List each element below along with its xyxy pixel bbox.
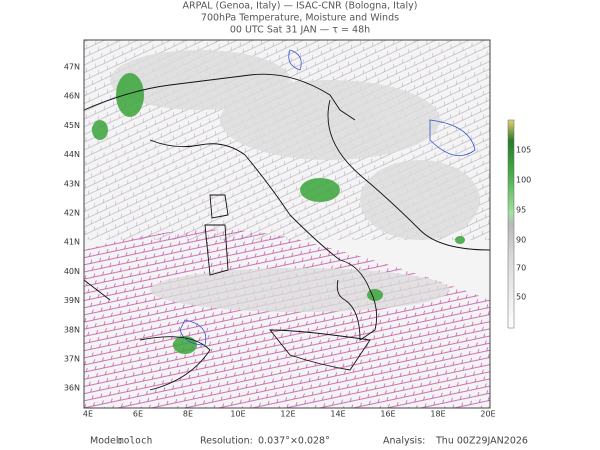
lat-label: 47N (64, 63, 80, 72)
lon-label: 14E (330, 410, 345, 419)
lat-label: 38N (64, 325, 80, 334)
title-line: 00 UTC Sat 31 JAN — τ = 48h (230, 25, 370, 36)
footer-label: Resolution: (200, 436, 253, 447)
coastlines (83, 73, 491, 391)
map-frame (83, 39, 491, 409)
colorbar-label: 100 (516, 176, 531, 185)
map-area: 47N 46N 45N 44N 43N 42N 41N 40N 39N 38N 37N 36N 4E 6… (64, 39, 496, 419)
moisture-areas (92, 73, 465, 354)
lat-label: 43N (64, 179, 80, 188)
cloud-cover (110, 50, 480, 312)
lat-label: 39N (64, 296, 80, 305)
lat-label: 46N (64, 92, 80, 101)
footer: Model:moloch Resolution: 0.037°×0.028° Anal… (90, 436, 528, 447)
lon-label: 16E (380, 410, 395, 419)
lon-label: 20E (480, 410, 495, 419)
temperature-contours (179, 49, 476, 346)
footer-value: Thu 00Z29JAN2026 (435, 436, 528, 447)
lon-label: 10E (230, 410, 245, 419)
colorbar-label: 105 (516, 146, 531, 155)
title-line: 700hPa Temperature, Moisture and Winds (201, 13, 399, 24)
colorbar-scale (507, 119, 515, 329)
lon-label: 8E (183, 410, 193, 419)
footer-value: moloch (118, 436, 152, 447)
colorbar: 105 100 95 90 70 50 (507, 119, 531, 329)
lon-label: 18E (430, 410, 445, 419)
colorbar-label: 50 (516, 293, 526, 302)
lat-label: 37N (64, 355, 80, 364)
lat-label: 45N (64, 121, 80, 130)
lat-label: 40N (64, 267, 80, 276)
lon-labels: 4E 6E 8E 10E 12E 14E 16E 18E 20E (83, 410, 496, 419)
colorbar-label: 90 (516, 236, 526, 245)
lat-labels: 47N 46N 45N 44N 43N 42N 41N 40N 39N 38N 37N 36N (64, 63, 80, 393)
header: ARPAL (Genoa, Italy) — ISAC-CNR (Bologna… (183, 1, 418, 36)
colorbar-label: 95 (516, 206, 526, 215)
lon-label: 12E (280, 410, 295, 419)
footer-label: Analysis: (383, 436, 425, 447)
title-line: ARPAL (Genoa, Italy) — ISAC-CNR (Bologna… (183, 1, 418, 12)
lon-label: 6E (133, 410, 143, 419)
colorbar-labels: 105 100 95 90 70 50 (516, 146, 531, 302)
lon-label: 4E (83, 410, 93, 419)
lat-label: 41N (64, 238, 80, 247)
lat-label: 36N (64, 384, 80, 393)
footer-label: Model: (90, 436, 122, 447)
lat-label: 42N (64, 209, 80, 218)
colorbar-label: 70 (516, 264, 526, 273)
lat-label: 44N (64, 150, 80, 159)
footer-value: 0.037°×0.028° (258, 436, 330, 447)
